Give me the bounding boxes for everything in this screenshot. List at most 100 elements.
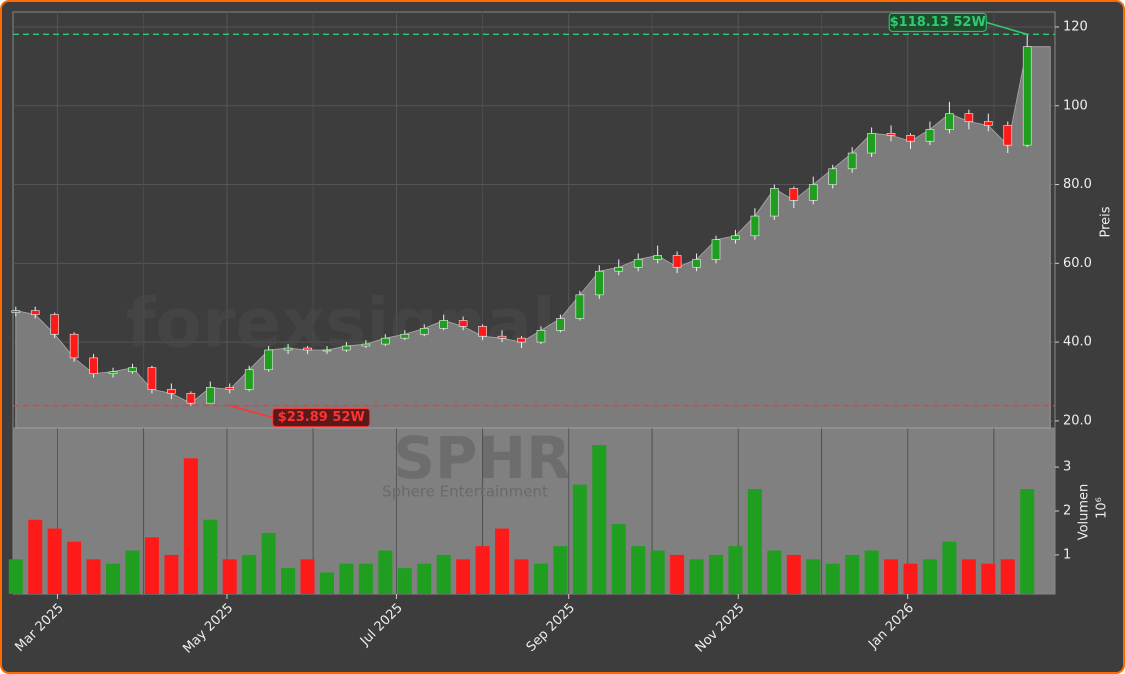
- annotation-box: [888, 12, 987, 32]
- candle-body: [867, 133, 876, 154]
- candle-body: [244, 369, 254, 390]
- candle-body: [633, 259, 643, 268]
- volume-bar: [164, 554, 179, 594]
- candle-body: [30, 310, 40, 315]
- candle-body: [847, 152, 857, 170]
- candle-body: [1022, 46, 1032, 146]
- volume-bar: [572, 484, 587, 594]
- candle-body: [964, 113, 974, 122]
- candle-body: [147, 367, 157, 390]
- annotation-label: $118.13 52W: [890, 15, 986, 30]
- volume-bar: [650, 550, 665, 594]
- candle-body: [945, 113, 954, 130]
- annotation-arrow: [229, 404, 273, 419]
- volume-bar: [786, 554, 801, 594]
- candle-body: [225, 387, 235, 390]
- candle-body: [50, 314, 59, 335]
- volume-bar: [8, 559, 23, 594]
- candle-body: [808, 184, 818, 201]
- volume-bar: [47, 528, 62, 594]
- candle-body: [439, 320, 448, 329]
- volume-bar: [378, 550, 393, 594]
- y-axis-label: Preis: [1099, 206, 1114, 237]
- volume-bar: [961, 559, 976, 594]
- candle-body: [322, 349, 332, 352]
- volume-bar: [106, 563, 121, 594]
- candle-body: [594, 270, 604, 296]
- volume-bar: [942, 541, 957, 594]
- watermark-company: Sphere Entertainment: [382, 483, 548, 501]
- volume-bar: [281, 568, 296, 594]
- candle-body: [575, 294, 585, 319]
- volume-bar: [475, 546, 490, 594]
- volume-bar: [592, 445, 607, 594]
- candle-body: [828, 168, 838, 185]
- candle-body: [108, 371, 118, 374]
- candle-body: [731, 235, 740, 240]
- candle-body: [556, 318, 565, 331]
- annotation-label: $23.89 52W: [278, 410, 365, 425]
- candle-body: [886, 133, 896, 136]
- volume-bar: [845, 554, 860, 594]
- volume-tick-label: 1: [1063, 547, 1071, 562]
- volume-bar: [553, 546, 568, 594]
- candle-body: [497, 335, 507, 339]
- candle-body: [984, 121, 993, 126]
- candle-body: [614, 266, 624, 272]
- candle-body: [303, 347, 312, 351]
- volume-bar: [767, 550, 782, 594]
- candle-body: [906, 135, 915, 142]
- candle-body: [692, 259, 701, 268]
- candle-body: [186, 393, 196, 404]
- volume-bar: [300, 559, 315, 594]
- volume-bar: [981, 563, 996, 594]
- candle-body: [167, 389, 176, 394]
- volume-bar: [144, 537, 159, 594]
- volume-bar: [495, 528, 510, 594]
- candle-body: [361, 343, 371, 347]
- candle-body: [128, 367, 137, 372]
- volume-bar: [203, 519, 218, 594]
- candle-body: [458, 320, 468, 327]
- y-tick-label: 20.0: [1063, 413, 1092, 428]
- y-tick-label: 60.0: [1063, 256, 1092, 271]
- candle-body: [789, 188, 799, 201]
- volume-bar: [747, 489, 762, 594]
- candle-body: [69, 333, 79, 359]
- candle-body: [770, 188, 779, 217]
- candle-body: [1003, 125, 1013, 146]
- volume-bar: [86, 559, 101, 594]
- candle-body: [11, 310, 21, 313]
- volume-bar: [1020, 489, 1035, 594]
- volume-bar: [709, 554, 724, 594]
- volume-bar: [864, 550, 879, 594]
- volume-bar: [903, 563, 918, 594]
- volume-bar: [242, 554, 257, 594]
- volume-bar: [261, 532, 276, 594]
- volume-bar: [28, 519, 43, 594]
- volume-bar: [436, 554, 451, 594]
- volume-bar: [417, 563, 432, 594]
- candle-body: [653, 255, 662, 260]
- volume-bar: [67, 541, 82, 594]
- annotation-arrow: [985, 21, 1028, 36]
- volume-bar: [339, 563, 354, 594]
- volume-axis-label: Volumen: [1077, 484, 1092, 541]
- volume-bar: [884, 559, 899, 594]
- volume-bar: [397, 568, 412, 594]
- candle-body: [536, 330, 546, 343]
- annotation-box: [272, 408, 371, 428]
- volume-bar: [222, 559, 237, 594]
- watermark-symbol: SPHR: [393, 424, 570, 492]
- candle-body: [711, 239, 721, 260]
- volume-bar: [533, 563, 548, 594]
- y-tick-label: 80.0: [1063, 177, 1092, 192]
- candle-body: [750, 215, 760, 237]
- volume-bar: [319, 572, 334, 594]
- volume-bar: [456, 559, 471, 594]
- volume-bar: [806, 559, 821, 594]
- y-tick-label: 100: [1063, 98, 1088, 113]
- candle-body: [264, 349, 273, 370]
- y-tick-label: 120: [1063, 19, 1088, 34]
